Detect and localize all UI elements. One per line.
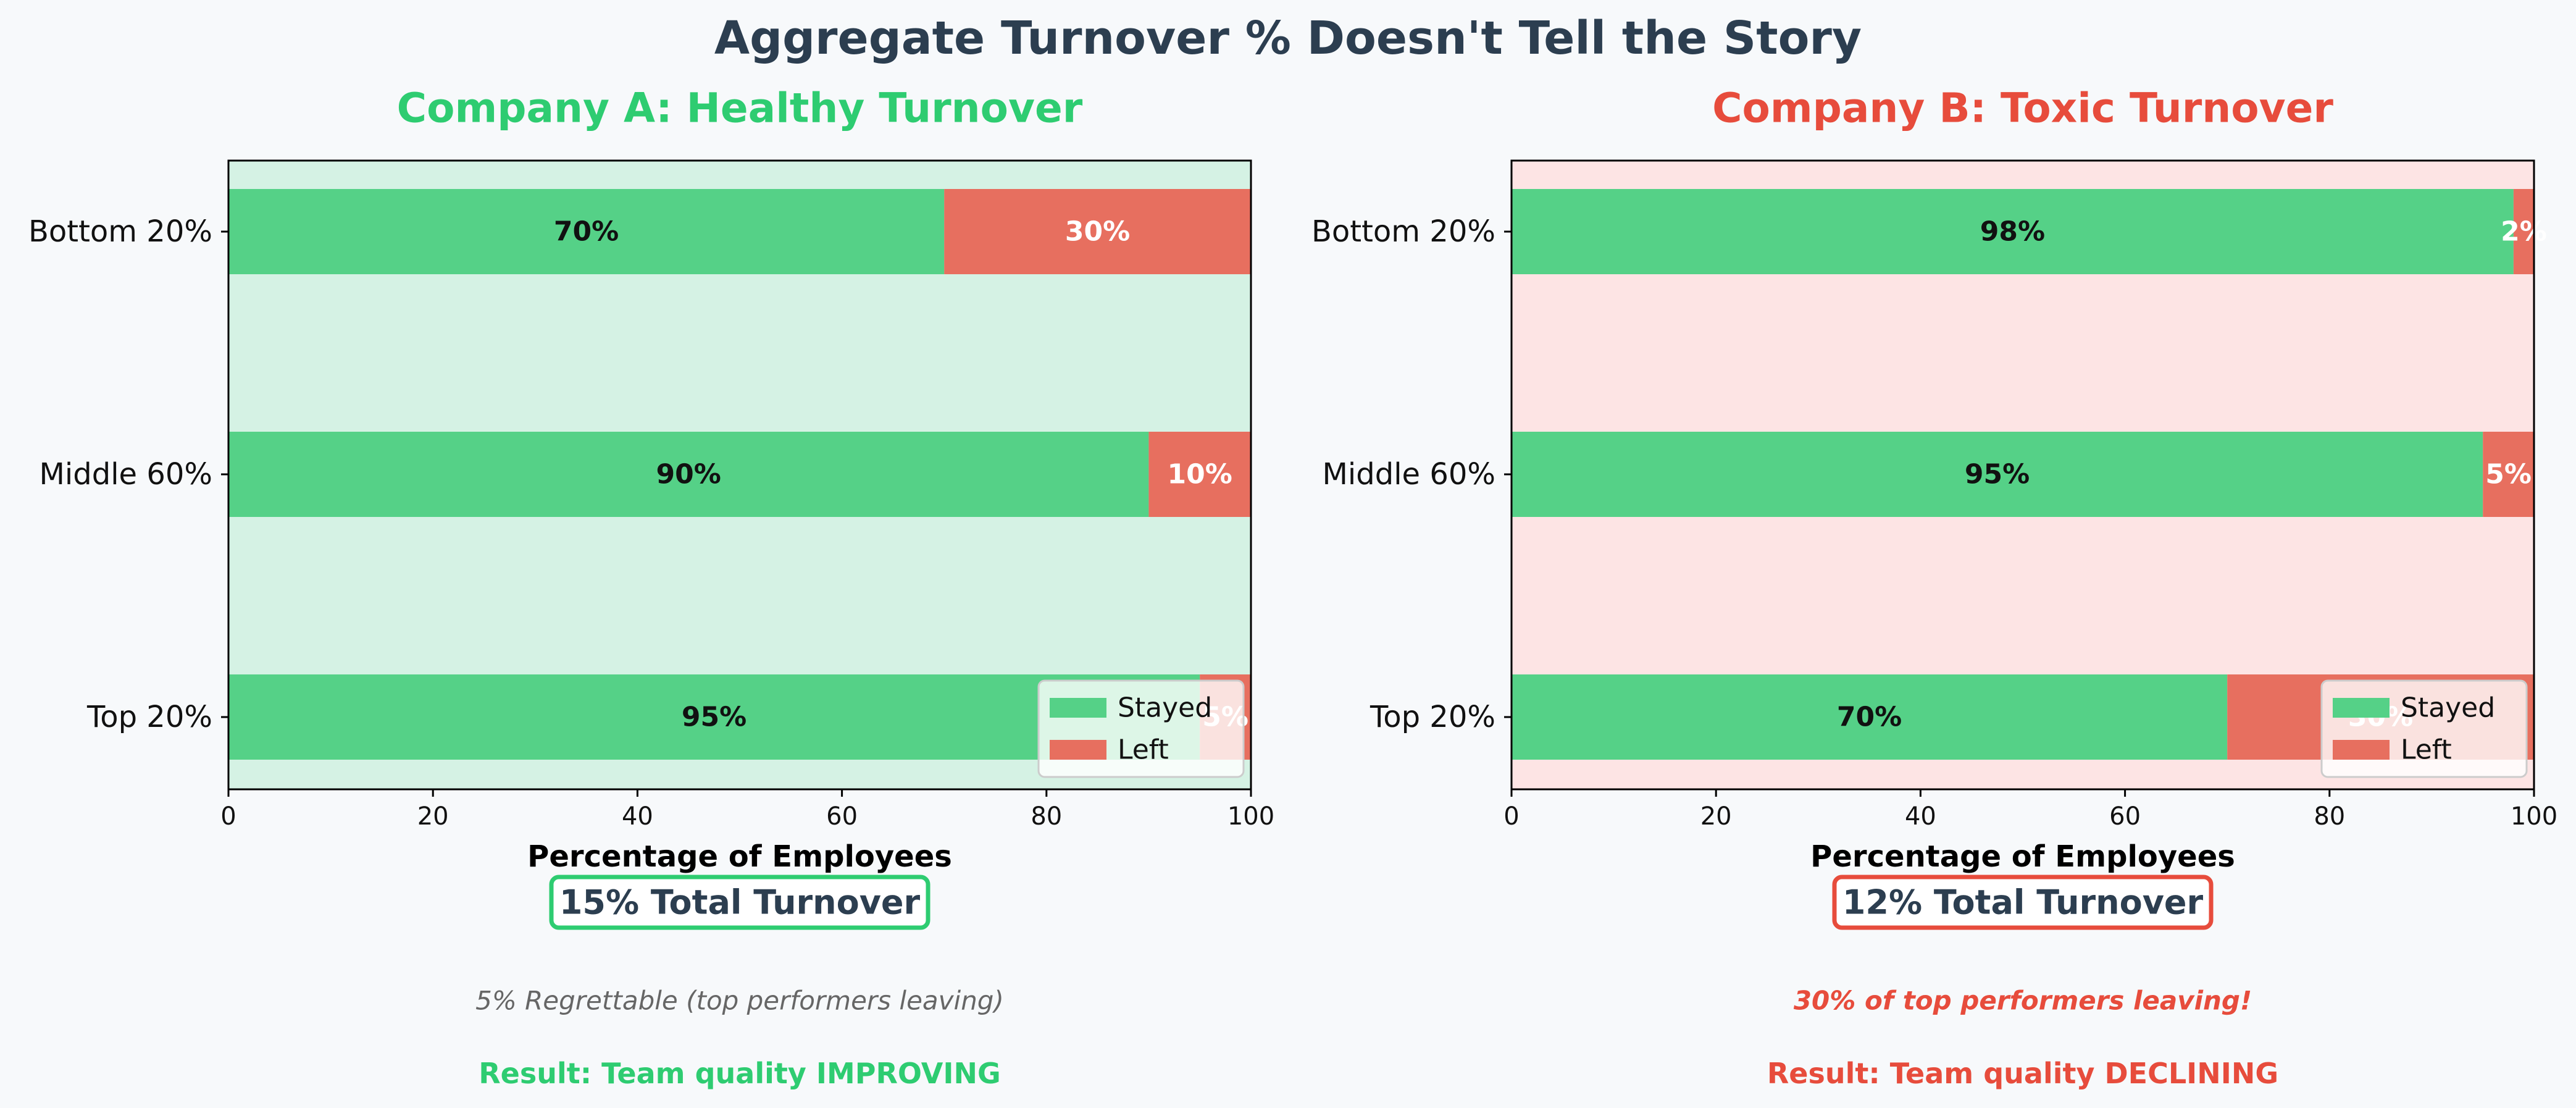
data-label-stayed: 98% [1980,216,2045,248]
bar-stayed [1512,432,2483,517]
y-tick-label: Top 20% [86,700,212,734]
x-tick-label: 80 [2314,802,2345,831]
x-tick-label: 80 [1031,802,1062,831]
x-tick-label: 100 [2511,802,2557,831]
data-label-left: 30% [1065,216,1130,248]
legend-label-left: Left [1118,734,1169,766]
summary-text: 12% Total Turnover [1842,883,2204,922]
summary-text: 15% Total Turnover [559,883,921,922]
summary-box [1832,875,2214,930]
main-title: Aggregate Turnover % Doesn't Tell the St… [714,12,1862,65]
legend-swatch-left [1050,740,1106,760]
bar-stayed [1512,189,2514,274]
chart-title: Company A: Healthy Turnover [397,85,1083,132]
panel-company-b: Company B: Toxic Turnover 98% 2% Bottom 20%… [1311,85,2557,1091]
data-label-stayed: 70% [554,216,619,248]
x-tick-label: 40 [1905,802,1936,831]
y-tick-label: Middle 60% [1323,457,1496,492]
x-tick-label: 20 [1700,802,1732,831]
data-label-left: 10% [1168,459,1232,490]
y-tick-label: Bottom 20% [1311,214,1495,249]
note-text: 30% of top performers leaving! [1794,986,2252,1016]
x-tick-label: 0 [220,802,236,831]
legend: Stayed Left [2320,679,2528,778]
axes-frame [227,159,1252,791]
data-label-stayed: 70% [1837,702,1902,733]
bar-stayed [228,432,1149,517]
chart-title: Company B: Toxic Turnover [1712,85,2333,132]
x-tick-label: 60 [2109,802,2141,831]
x-axis-label: Percentage of Employees [1810,839,2235,874]
x-tick-label: 100 [1227,802,1274,831]
bar-stayed [1512,674,2228,760]
y-tick-label: Top 20% [1370,700,1495,734]
result-text: Result: Team quality DECLINING [1767,1057,2278,1090]
x-tick-label: 60 [826,802,858,831]
axes-frame [1510,159,2535,791]
legend-label-stayed: Stayed [2401,692,2495,724]
x-tick-label: 0 [1503,802,1519,831]
result-text: Result: Team quality IMPROVING [479,1057,1000,1090]
y-tick-label: Bottom 20% [28,214,212,249]
legend-swatch-stayed [2333,698,2390,718]
note-text: 5% Regrettable (top performers leaving) [475,986,1004,1016]
legend-swatch-left [2333,740,2390,760]
y-tick-label: Middle 60% [40,457,213,492]
x-tick-label: 20 [417,802,449,831]
panel-company-a: Company A: Healthy Turnover 70% 30% Bottom … [28,85,1274,1091]
legend-label-stayed: Stayed [1118,692,1212,724]
data-label-stayed: 90% [656,459,721,490]
data-label-stayed: 95% [1965,459,2030,490]
legend: Stayed Left [1037,679,1245,778]
bar-left [1148,432,1251,517]
data-label-left: 5% [2485,459,2532,490]
data-label-left: 2% [2501,216,2547,248]
bar-left [2513,189,2534,274]
x-tick-label: 40 [622,802,653,831]
legend-swatch-stayed [1050,698,1106,718]
bar-left [944,189,1251,274]
legend-label-left: Left [2401,734,2452,766]
data-label-stayed: 95% [682,702,746,733]
bar-left [2483,432,2534,517]
bar-stayed [228,189,945,274]
summary-box [549,875,930,930]
x-axis-label: Percentage of Employees [527,839,952,874]
